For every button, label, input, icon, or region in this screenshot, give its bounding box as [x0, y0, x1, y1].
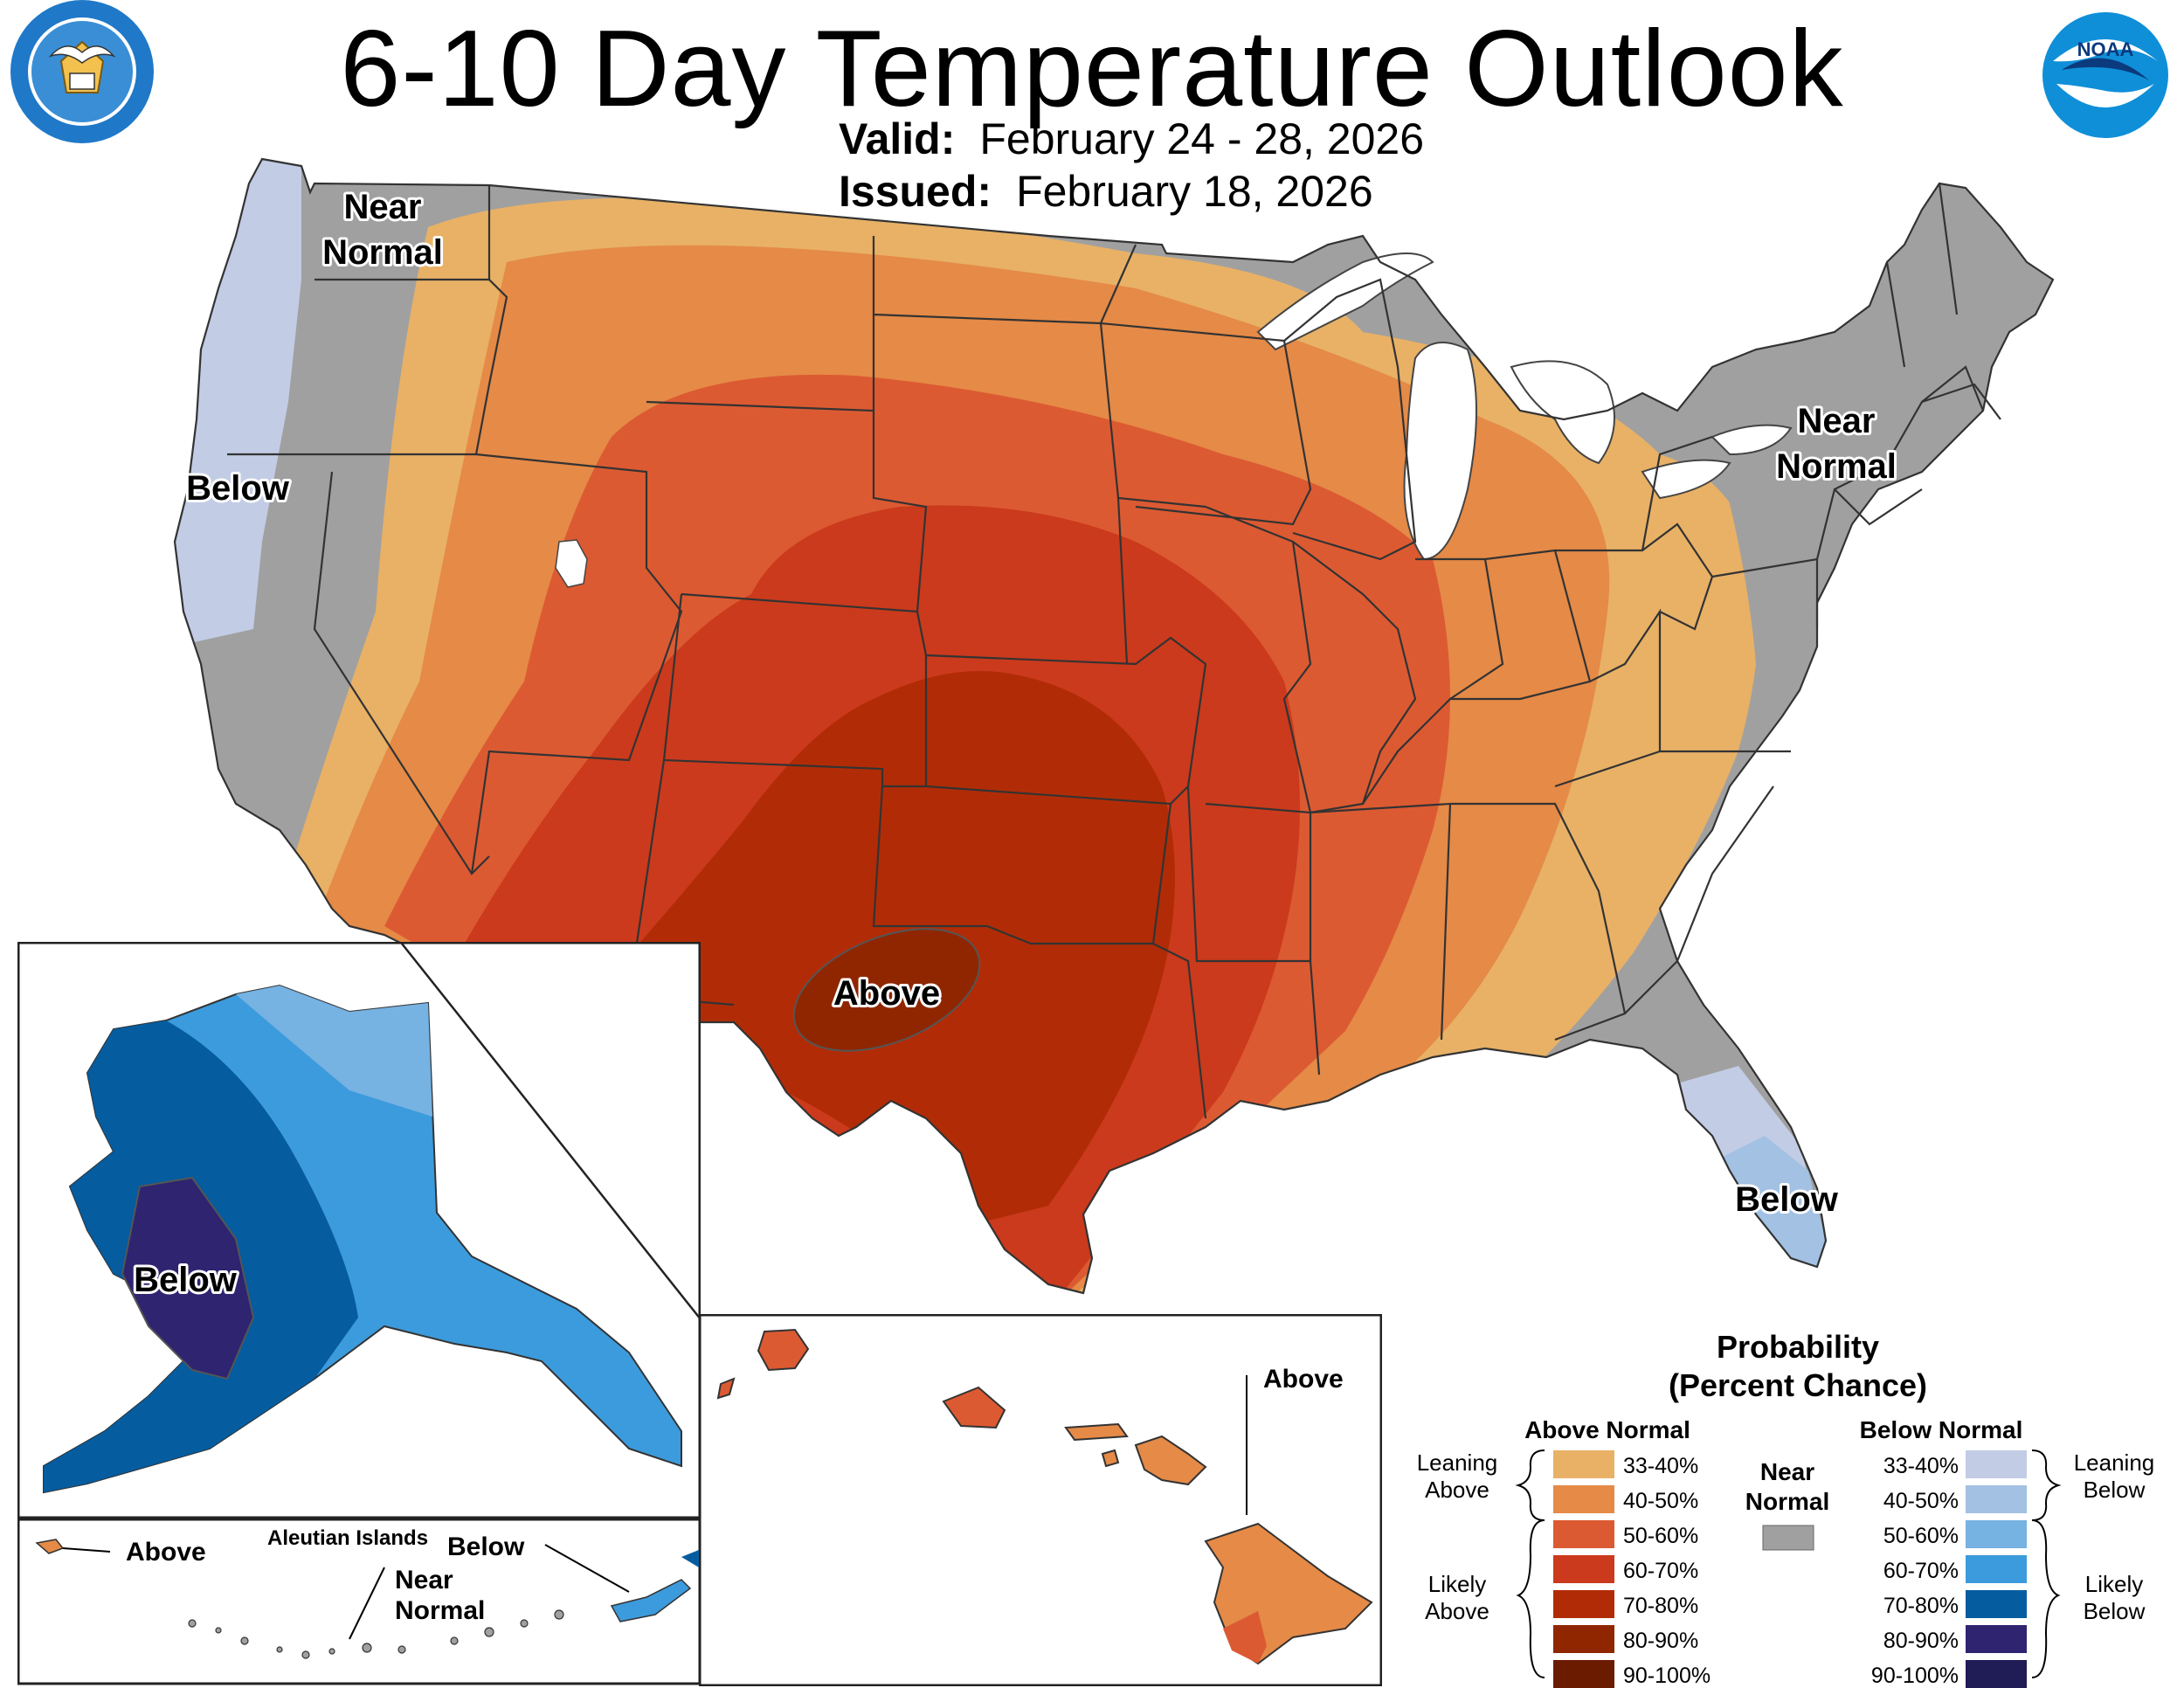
label-west-below: Below: [186, 469, 290, 508]
legend-below-label-6: 90-100%: [1871, 1664, 1959, 1688]
alaska-below-50-60: [236, 986, 432, 1117]
legend-likely-below-2: Below: [2084, 1598, 2146, 1624]
label-hawaii-above: Above: [1263, 1365, 1344, 1394]
label-nw-near: Near: [344, 188, 422, 226]
legend-below-label-5: 80-90%: [1883, 1629, 1959, 1653]
legend-above-label-6: 90-100%: [1623, 1664, 1711, 1688]
legend-below-swatch-2: [1966, 1520, 2027, 1548]
molokai-island: [1064, 1422, 1129, 1442]
legend-above-header: Above Normal: [1524, 1416, 1690, 1443]
aleutian-inset: Above Aleutian Islands Below Near Normal: [17, 1519, 701, 1685]
legend-below-swatch-1: [1966, 1485, 2027, 1513]
legend-below-header: Below Normal: [1860, 1416, 2023, 1443]
legend-below-label-2: 50-60%: [1883, 1524, 1959, 1548]
legend-leaning-below-2: Below: [2084, 1477, 2146, 1503]
legend-near-line1: Near: [1760, 1458, 1814, 1485]
noaa-text: NOAA: [2077, 38, 2134, 60]
issued-label: Issued:: [839, 167, 992, 216]
bracket-leaning-below: [2031, 1449, 2062, 1521]
alaska-below-80-90: [121, 1176, 255, 1380]
legend-above-label-4: 70-80%: [1623, 1594, 1698, 1618]
legend-below-swatch-0: [1966, 1450, 2027, 1478]
bracket-leaning-above: [1515, 1449, 1545, 1521]
probability-legend: Probability (Percent Chance) Above Norma…: [1417, 1329, 2155, 1688]
aleutian-islands-chain: [188, 1609, 564, 1659]
legend-near-line2: Normal: [1745, 1488, 1829, 1515]
legend-above-swatch-1: [1553, 1485, 1614, 1513]
legend-above-label-0: 33-40%: [1623, 1454, 1698, 1478]
hawaii-inset: Above: [699, 1314, 1382, 1686]
bracket-likely-below: [2031, 1519, 2061, 1678]
noaa-logo-icon: NOAA: [2042, 12, 2168, 138]
label-florida-below: Below: [1735, 1180, 1839, 1219]
niihau-island: [716, 1377, 736, 1400]
legend-title-line1: Probability: [1717, 1329, 1879, 1365]
legend-leaning-below-1: Leaning: [2074, 1449, 2155, 1476]
label-aleutian-near: Near: [395, 1566, 453, 1595]
label-alaska-below: Below: [134, 1261, 238, 1299]
label-south-above: Above: [833, 974, 940, 1013]
legend-above-swatch-6: [1553, 1660, 1614, 1688]
legend-leaning-above-2: Above: [1425, 1477, 1489, 1503]
legend-above-swatch-3: [1553, 1555, 1614, 1583]
legend-below-label-1: 40-50%: [1883, 1489, 1959, 1513]
legend-near-swatch: [1762, 1525, 1814, 1551]
kauai-island: [757, 1328, 810, 1372]
alaska-inset: Below: [17, 942, 701, 1519]
legend-above-label-2: 50-60%: [1623, 1524, 1698, 1548]
legend-below-swatch-3: [1966, 1555, 2027, 1583]
commerce-seal-icon: [10, 0, 154, 143]
legend-above-swatch-2: [1553, 1520, 1614, 1548]
aleutian-east-islands: [610, 1579, 692, 1622]
label-aleutian-below: Below: [447, 1532, 525, 1561]
legend-below-swatch-6: [1966, 1660, 2027, 1688]
maui-island: [1134, 1435, 1207, 1486]
legend-above-swatches: 33-40% 40-50% 50-60% 60-70% 70-80% 80-90% 90-1…: [1553, 1450, 1711, 1688]
legend-below-swatches: 33-40% 40-50% 50-60% 60-70% 70-80% 80-90% 90-1…: [1871, 1450, 2027, 1688]
legend-leaning-above-1: Leaning: [1417, 1449, 1498, 1476]
legend-below-swatch-5: [1966, 1625, 2027, 1653]
page-title: 6-10 Day Temperature Outlook: [340, 9, 1844, 129]
label-nw-normal: Normal: [322, 233, 443, 272]
legend-above-swatch-0: [1553, 1450, 1614, 1478]
issued-value: February 18, 2026: [1016, 167, 1373, 216]
state-borders: [173, 157, 2055, 1295]
bracket-likely-above: [1516, 1519, 1545, 1678]
great-lakes: [1256, 253, 1793, 561]
label-aleutian-title: Aleutian Islands: [267, 1526, 428, 1550]
aleutian-far-east: [681, 1550, 699, 1567]
issued-date: Issued: February 18, 2026: [839, 166, 1373, 217]
valid-value: February 24 - 28, 2026: [979, 114, 1425, 163]
contour-florida-below-40-50: [1712, 1136, 1835, 1276]
lanai-island: [1101, 1449, 1120, 1468]
legend-below-label-3: 60-70%: [1883, 1559, 1959, 1583]
legend-above-swatch-4: [1553, 1590, 1614, 1618]
legend-likely-below-1: Likely: [2085, 1571, 2143, 1597]
legend-above-label-3: 60-70%: [1623, 1559, 1698, 1583]
great-salt-lake: [555, 539, 588, 588]
label-ne-normal: Normal: [1776, 447, 1897, 486]
valid-dates: Valid: February 24 - 28, 2026: [839, 114, 1424, 164]
label-aleutian-above: Above: [126, 1538, 206, 1567]
legend-above-label-1: 40-50%: [1623, 1489, 1698, 1513]
legend-below-swatch-4: [1966, 1590, 2027, 1618]
legend-above-swatch-5: [1553, 1625, 1614, 1653]
big-island-south-tip: [1223, 1611, 1267, 1664]
legend-likely-above-1: Likely: [1428, 1571, 1486, 1597]
valid-label: Valid:: [839, 114, 956, 163]
legend-below-label-0: 33-40%: [1883, 1454, 1959, 1478]
label-aleutian-normal: Normal: [395, 1596, 485, 1625]
oahu-island: [942, 1386, 1006, 1429]
legend-below-label-4: 70-80%: [1883, 1594, 1959, 1618]
legend-title-line2: (Percent Chance): [1669, 1367, 1927, 1403]
legend-above-label-5: 80-90%: [1623, 1629, 1698, 1653]
label-ne-near: Near: [1798, 402, 1876, 440]
legend-likely-above-2: Above: [1425, 1598, 1489, 1624]
contour-above-80-90: [792, 928, 981, 1052]
